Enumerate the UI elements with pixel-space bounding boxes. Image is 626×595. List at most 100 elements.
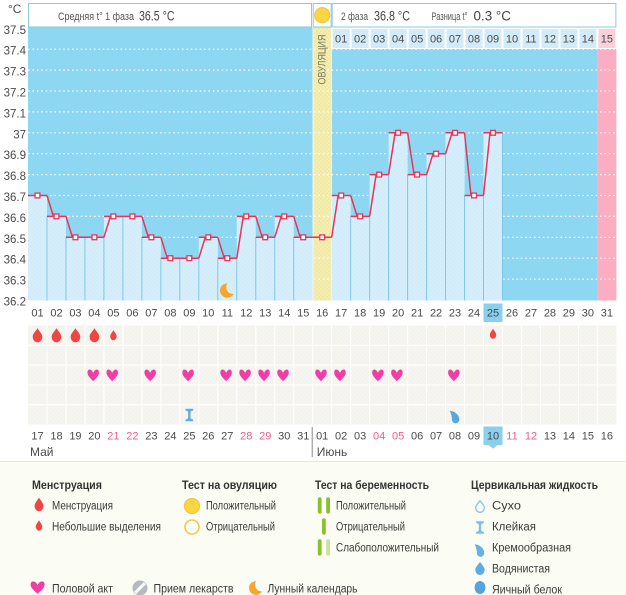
svg-text:12: 12 bbox=[240, 308, 252, 320]
svg-text:02: 02 bbox=[50, 308, 62, 320]
svg-text:26: 26 bbox=[202, 431, 214, 443]
svg-text:30: 30 bbox=[278, 431, 290, 443]
svg-text:08: 08 bbox=[468, 34, 480, 46]
svg-text:15: 15 bbox=[297, 308, 309, 320]
svg-text:36.8: 36.8 bbox=[4, 171, 26, 183]
svg-text:08: 08 bbox=[449, 431, 461, 443]
svg-text:16: 16 bbox=[316, 308, 328, 320]
svg-text:26: 26 bbox=[506, 308, 518, 320]
svg-text:15: 15 bbox=[601, 34, 613, 46]
svg-text:Небольшие выделения: Небольшие выделения bbox=[52, 521, 161, 533]
svg-text:29: 29 bbox=[563, 308, 575, 320]
svg-text:0.3 °C: 0.3 °C bbox=[474, 9, 512, 24]
svg-text:37.5: 37.5 bbox=[4, 25, 26, 37]
svg-text:13: 13 bbox=[563, 34, 575, 46]
svg-text:Тест на овуляцию: Тест на овуляцию bbox=[182, 478, 277, 492]
svg-text:16: 16 bbox=[601, 431, 613, 443]
svg-text:06: 06 bbox=[411, 431, 423, 443]
svg-text:18: 18 bbox=[354, 308, 366, 320]
svg-text:36.2: 36.2 bbox=[4, 297, 26, 309]
svg-text:Средняя t° 1 фаза: Средняя t° 1 фаза bbox=[58, 11, 135, 23]
svg-text:Менструация: Менструация bbox=[32, 478, 102, 492]
svg-text:02: 02 bbox=[335, 431, 347, 443]
svg-text:01: 01 bbox=[316, 431, 328, 443]
svg-text:Половой акт: Половой акт bbox=[52, 583, 114, 595]
svg-text:10: 10 bbox=[506, 34, 518, 46]
svg-text:07: 07 bbox=[430, 431, 442, 443]
svg-text:22: 22 bbox=[430, 308, 442, 320]
svg-text:36.7: 36.7 bbox=[4, 192, 26, 204]
svg-text:Отрицательный: Отрицательный bbox=[336, 521, 405, 533]
svg-text:37.2: 37.2 bbox=[4, 88, 26, 100]
svg-text:06: 06 bbox=[126, 308, 138, 320]
svg-text:13: 13 bbox=[544, 431, 556, 443]
svg-text:24: 24 bbox=[164, 431, 176, 443]
svg-text:14: 14 bbox=[563, 431, 575, 443]
svg-text:19: 19 bbox=[69, 431, 81, 443]
svg-text:05: 05 bbox=[107, 308, 119, 320]
svg-text:07: 07 bbox=[449, 34, 461, 46]
svg-text:05: 05 bbox=[411, 34, 423, 46]
svg-text:Разница t°: Разница t° bbox=[432, 11, 468, 23]
svg-text:03: 03 bbox=[69, 308, 81, 320]
svg-text:Клейкая: Клейкая bbox=[492, 521, 536, 533]
svg-text:Водянистая: Водянистая bbox=[492, 563, 550, 575]
svg-text:36.8 °C: 36.8 °C bbox=[374, 9, 410, 24]
svg-text:21: 21 bbox=[107, 431, 119, 443]
svg-text:22: 22 bbox=[126, 431, 138, 443]
svg-text:2 фаза: 2 фаза bbox=[341, 11, 369, 23]
svg-text:Тест на беременность: Тест на беременность bbox=[315, 478, 429, 492]
svg-text:Кремообразная: Кремообразная bbox=[492, 542, 571, 554]
svg-text:Менструация: Менструация bbox=[52, 500, 113, 512]
svg-text:27: 27 bbox=[221, 431, 233, 443]
svg-text:Цервикальная жидкость: Цервикальная жидкость bbox=[471, 478, 598, 492]
svg-text:17: 17 bbox=[31, 431, 43, 443]
svg-text:13: 13 bbox=[259, 308, 271, 320]
svg-text:03: 03 bbox=[373, 34, 385, 46]
svg-text:Июнь: Июнь bbox=[317, 445, 348, 459]
svg-text:23: 23 bbox=[449, 308, 461, 320]
svg-text:11: 11 bbox=[222, 308, 233, 320]
svg-text:31: 31 bbox=[601, 308, 613, 320]
svg-text:36.5: 36.5 bbox=[4, 234, 26, 246]
svg-text:37.3: 37.3 bbox=[4, 67, 26, 79]
svg-text:05: 05 bbox=[392, 431, 404, 443]
svg-text:Май: Май bbox=[30, 445, 54, 459]
svg-text:Прием лекарств: Прием лекарств bbox=[154, 583, 234, 595]
svg-text:15: 15 bbox=[582, 431, 594, 443]
svg-text:Слабоположительный: Слабоположительный bbox=[336, 542, 439, 554]
svg-text:20: 20 bbox=[88, 431, 100, 443]
svg-text:11: 11 bbox=[506, 431, 517, 443]
svg-text:21: 21 bbox=[411, 308, 423, 320]
svg-text:36.6: 36.6 bbox=[4, 213, 26, 225]
svg-text:Положительный: Положительный bbox=[206, 500, 276, 512]
svg-text:20: 20 bbox=[392, 308, 404, 320]
svg-text:12: 12 bbox=[544, 34, 556, 46]
svg-text:02: 02 bbox=[354, 34, 366, 46]
svg-text:09: 09 bbox=[487, 34, 499, 46]
svg-text:10: 10 bbox=[202, 308, 214, 320]
svg-text:ОВУЛЯЦИЯ: ОВУЛЯЦИЯ bbox=[316, 34, 328, 84]
svg-text:24: 24 bbox=[468, 308, 480, 320]
svg-text:°C: °C bbox=[8, 2, 22, 16]
svg-text:01: 01 bbox=[335, 34, 347, 46]
svg-text:04: 04 bbox=[88, 308, 100, 320]
svg-text:25: 25 bbox=[487, 308, 499, 320]
svg-text:28: 28 bbox=[240, 431, 252, 443]
svg-text:14: 14 bbox=[278, 308, 290, 320]
svg-text:37.4: 37.4 bbox=[4, 46, 27, 58]
svg-text:Отрицательный: Отрицательный bbox=[206, 521, 275, 533]
svg-text:09: 09 bbox=[183, 308, 195, 320]
svg-text:06: 06 bbox=[430, 34, 442, 46]
svg-text:27: 27 bbox=[525, 308, 537, 320]
svg-text:37.1: 37.1 bbox=[4, 108, 26, 120]
svg-text:28: 28 bbox=[544, 308, 556, 320]
svg-text:04: 04 bbox=[392, 34, 404, 46]
svg-text:17: 17 bbox=[335, 308, 347, 320]
svg-text:14: 14 bbox=[582, 34, 594, 46]
svg-text:Положительный: Положительный bbox=[336, 500, 406, 512]
svg-text:11: 11 bbox=[525, 34, 536, 46]
svg-text:36.3: 36.3 bbox=[4, 276, 26, 288]
svg-text:37: 37 bbox=[13, 129, 26, 141]
svg-text:08: 08 bbox=[164, 308, 176, 320]
